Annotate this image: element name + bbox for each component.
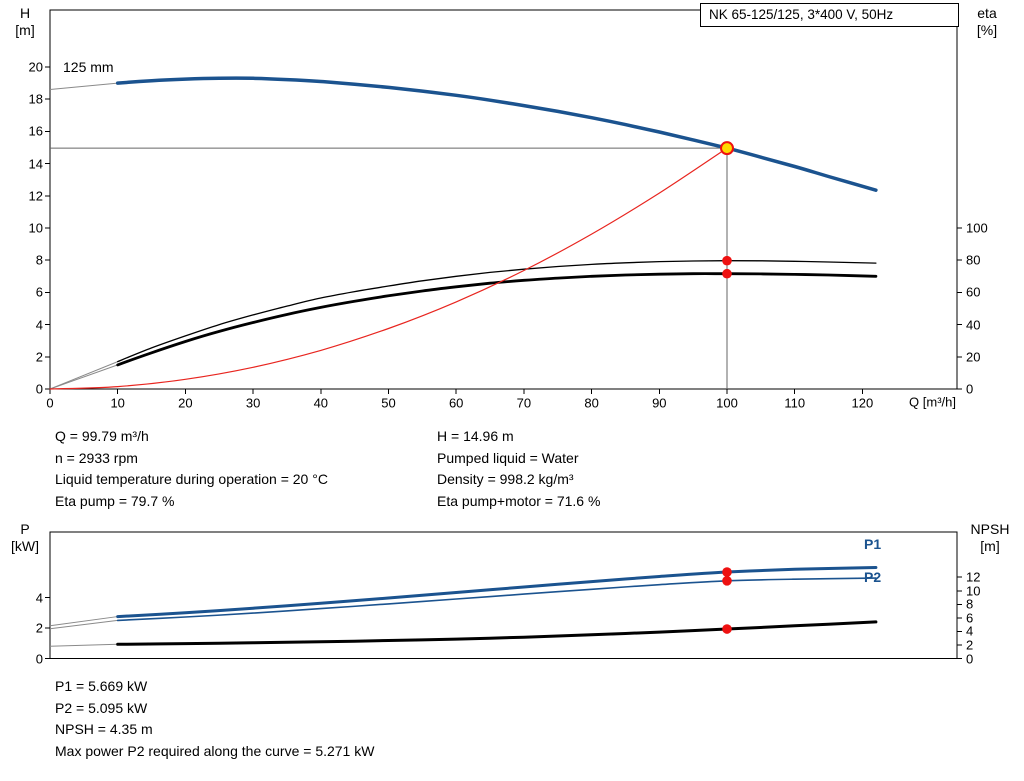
liquid-temperature-value: Liquid temperature during operation = 20…: [55, 471, 328, 487]
lead-line: [49, 619, 118, 630]
eta-axis-label-line2: [%]: [976, 22, 998, 38]
q-axis-unit-label: Q [m³/h]: [909, 394, 956, 410]
npsh-axis-label: NPSH [m]: [962, 521, 1018, 555]
curve-value-marker: [722, 268, 732, 279]
eta-pump-motor-value: Eta pump+motor = 71.6 %: [437, 492, 601, 509]
series-P1: [116, 566, 878, 619]
p_npsh_chart-frame: [49, 531, 958, 659]
p-axis-label: P [kW]: [6, 521, 44, 555]
p1-value: P1 = 5.669 kW: [55, 678, 148, 694]
density-value: Density = 998.2 kg/m³: [437, 471, 574, 487]
series-P2: [116, 577, 877, 622]
duty-info-right: H = 14.96 m Pumped liquid = Water Densit…: [437, 426, 600, 512]
lead-line: [49, 364, 118, 390]
h-axis-label-line2: [m]: [15, 22, 35, 38]
eta-axis-label: eta [%]: [966, 5, 1008, 39]
series-eta_pump_motor: [116, 272, 878, 367]
lead-line: [49, 82, 118, 91]
curve-value-marker: [722, 255, 732, 266]
max-power-value: Max power P2 required along the curve = …: [55, 742, 375, 759]
p2-value: P2 = 5.095 kW: [55, 699, 148, 716]
duty-point-marker: [720, 141, 734, 156]
p_npsh_chart: [45, 531, 962, 659]
npsh-axis-label-line1: NPSH: [970, 521, 1010, 537]
p2-curve-label: P2: [864, 569, 882, 585]
p1-curve-label: P1: [864, 536, 882, 552]
results-block: P1 = 5.669 kW P2 = 5.095 kW NPSH = 4.35 …: [55, 676, 374, 762]
qh_chart-frame: [49, 9, 958, 390]
duty-info-left: Q = 99.79 m³/h n = 2933 rpm Liquid tempe…: [55, 426, 328, 512]
series-pump_curve_125mm: [115, 76, 878, 192]
curve-value-marker: [722, 567, 732, 577]
head-value: H = 14.96 m: [437, 428, 514, 444]
npsh-value: NPSH = 4.35 m: [55, 721, 153, 737]
pumped-liquid-value: Pumped liquid = Water: [437, 449, 579, 466]
series-system_curve: [49, 147, 728, 390]
curve-value-marker: [722, 576, 732, 586]
lead-line: [49, 361, 118, 390]
h-axis-label: H [m]: [6, 5, 44, 39]
series-eta_pump: [117, 260, 877, 363]
flow-value: Q = 99.79 m³/h: [55, 428, 149, 444]
qh_chart: [45, 9, 962, 394]
p-axis-label-line1: P: [20, 521, 30, 537]
eta-axis-label-line1: eta: [977, 5, 997, 21]
eta-pump-value: Eta pump = 79.7 %: [55, 492, 175, 509]
speed-value: n = 2933 rpm: [55, 449, 138, 466]
series-NPSH: [116, 620, 878, 646]
pump-model-title: NK 65-125/125, 3*400 V, 50Hz: [700, 3, 959, 27]
p-axis-label-line2: [kW]: [11, 538, 39, 554]
npsh-axis-label-line2: [m]: [980, 538, 1000, 554]
lead-line: [49, 643, 118, 647]
lead-line: [49, 616, 118, 627]
impeller-size-label: 125 mm: [63, 59, 114, 75]
h-axis-label-line1: H: [19, 5, 31, 21]
curve-value-marker: [722, 624, 732, 634]
